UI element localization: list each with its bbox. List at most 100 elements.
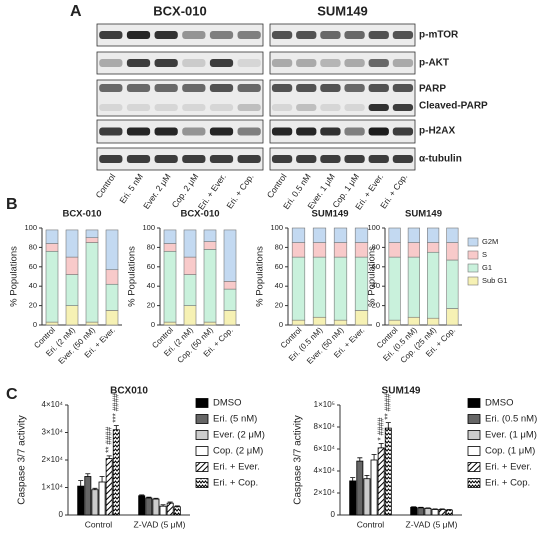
bar xyxy=(370,459,378,516)
y-axis-label: % Populations xyxy=(255,246,266,307)
bar-segment xyxy=(407,242,420,258)
bar-segment xyxy=(105,269,119,285)
blot-band xyxy=(237,127,261,136)
legend-label: Eri. + Cop. xyxy=(213,478,258,489)
legend-label: S xyxy=(482,250,487,259)
protein-label: p-mTOR xyxy=(419,30,459,41)
lane-label: Ever. 2 μM xyxy=(141,172,173,211)
bar xyxy=(363,478,371,516)
blot-band xyxy=(392,59,414,67)
blot-band xyxy=(296,59,317,67)
bar xyxy=(77,485,85,516)
blot-band xyxy=(182,31,206,39)
legend-label: Cop. (1 μM) xyxy=(485,446,535,457)
bar-segment xyxy=(65,256,79,275)
legend-label: Ever. (2 μM) xyxy=(213,430,265,441)
blot-band xyxy=(209,31,234,39)
bar-segment xyxy=(291,256,306,321)
bar-segment xyxy=(333,319,348,326)
error-bar xyxy=(411,506,417,508)
blot-band xyxy=(126,31,151,39)
bar-segment xyxy=(427,251,440,319)
x-tick-label: Z-VAD (5 μM) xyxy=(406,519,458,529)
bar-segment xyxy=(105,310,119,326)
error-bar xyxy=(385,422,391,429)
protein-label: Cleaved-PARP xyxy=(419,101,488,112)
blot-band xyxy=(209,155,234,163)
bar xyxy=(377,447,385,516)
bar-segment xyxy=(312,316,327,326)
bar-segment xyxy=(223,288,237,311)
error-bar xyxy=(439,508,445,510)
blot-band xyxy=(296,127,317,136)
error-bar xyxy=(378,443,384,448)
bar-segment xyxy=(333,227,348,243)
error-bar xyxy=(78,480,84,487)
lane-label: Cop. 2 μM xyxy=(170,172,201,210)
blot-band xyxy=(392,104,414,111)
panel-label: B xyxy=(6,196,18,213)
lane-label: Control xyxy=(93,172,117,200)
blot-band xyxy=(320,104,341,111)
legend-swatch xyxy=(467,276,479,286)
legend-swatch xyxy=(467,462,481,472)
y-tick-label: 0 xyxy=(376,320,380,329)
bar-segment xyxy=(427,242,440,253)
bar-segment xyxy=(446,227,459,243)
lane-label: Eri. + Cop. xyxy=(224,172,255,211)
blot-band xyxy=(271,127,293,136)
error-bar xyxy=(167,501,173,504)
blot-band xyxy=(320,59,341,67)
blot-band xyxy=(182,104,206,111)
panel-label: A xyxy=(70,3,82,20)
y-tick-label: 0 xyxy=(33,320,37,329)
y-tick-label: 40 xyxy=(372,281,380,290)
y-tick-label: 0 xyxy=(279,320,283,329)
bar-segment xyxy=(446,308,459,326)
y-tick-label: 2×10⁴ xyxy=(314,488,336,497)
blot-band xyxy=(368,84,389,92)
chart-title: BCX-010 xyxy=(180,209,219,220)
bar xyxy=(410,506,418,516)
blot-band xyxy=(392,155,414,163)
blot-band xyxy=(271,155,293,163)
bar-segment xyxy=(85,321,99,326)
blot-band xyxy=(99,31,123,39)
bar-segment xyxy=(183,229,197,258)
bar-segment xyxy=(333,242,348,258)
y-tick-label: 100 xyxy=(270,223,283,232)
y-tick-label: 40 xyxy=(147,281,155,290)
blot-band xyxy=(368,155,389,163)
blot-band xyxy=(182,59,206,67)
bar xyxy=(159,505,167,516)
blot-background xyxy=(96,23,264,47)
bar-segment xyxy=(65,274,79,306)
blot-band xyxy=(344,104,365,111)
significance-mark: #### xyxy=(111,393,120,411)
y-tick-label: 20 xyxy=(29,301,37,310)
blot-band xyxy=(296,104,317,111)
y-tick-label: 100 xyxy=(142,223,155,232)
bar-segment xyxy=(388,319,401,326)
blot-band xyxy=(271,59,293,67)
blot-band xyxy=(126,104,151,111)
significance-mark: #### xyxy=(376,417,385,435)
blot-background xyxy=(96,147,264,171)
bar xyxy=(152,498,160,516)
bar xyxy=(84,476,92,516)
blot-band xyxy=(368,127,389,136)
lane-label: Eri. 5 nM xyxy=(117,172,145,206)
error-bar xyxy=(446,509,452,511)
bar-segment xyxy=(203,249,217,323)
chart-title: SUM149 xyxy=(312,209,349,220)
legend-label: Eri. (0.5 nM) xyxy=(485,414,537,425)
blot-band xyxy=(182,155,206,163)
bar-segment xyxy=(223,229,237,282)
panel-label: C xyxy=(6,386,18,403)
blot-band xyxy=(182,84,206,92)
protein-label: p-H2AX xyxy=(419,126,455,137)
significance-mark: #### xyxy=(383,393,392,411)
blot-band xyxy=(126,155,151,163)
bar-segment xyxy=(427,317,440,326)
